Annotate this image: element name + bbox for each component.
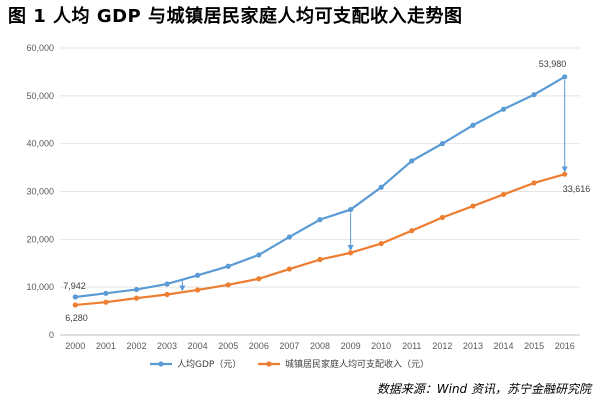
data-point-income [531,180,537,186]
data-point-gdp [409,158,415,164]
data-point-gdp [133,286,140,293]
x-tick-label: 2005 [218,341,238,351]
y-tick-label: 40,000 [26,139,54,149]
x-tick-label: 2004 [188,341,208,351]
data-point-income [500,191,507,198]
data-point-gdp [72,294,78,300]
x-tick-label: 2008 [310,341,330,351]
x-tick-label: 2015 [524,341,544,351]
data-point-income [347,250,354,256]
y-tick-label: 10,000 [26,282,54,292]
data-point-gdp [470,122,476,128]
data-point-gdp [164,281,170,287]
data-point-gdp [225,263,231,269]
data-point-gdp [378,184,384,190]
x-tick-label: 2006 [249,341,269,351]
x-tick-label: 2010 [371,341,391,351]
data-label-income-end: 33,616 [563,184,591,194]
x-tick-label: 2003 [157,341,177,351]
data-point-income [133,295,140,301]
data-point-gdp [256,252,262,258]
data-point-income [103,299,109,305]
x-tick-label: 2001 [96,341,116,351]
x-tick-label: 2014 [494,341,514,351]
data-label-gdp-end: 53,980 [539,59,567,69]
data-point-income [164,291,170,298]
x-tick-label: 2007 [279,341,299,351]
data-label-income-start: 6,280 [65,313,88,323]
data-point-income [72,302,78,308]
y-tick-label: 50,000 [26,91,54,101]
data-point-gdp [500,106,507,112]
data-point-gdp [103,290,109,296]
data-point-income [286,266,293,272]
legend-label-income: 城镇居民家庭人均可支配收入（元） [285,358,429,370]
data-point-income [562,171,568,177]
legend-marker-gdp [158,361,164,367]
data-point-income [256,276,262,282]
data-label-gdp-start: 7,942 [63,281,86,291]
legend-label-gdp: 人均GDP（元） [177,358,241,370]
data-point-income [195,287,201,293]
data-point-gdp [439,141,445,147]
chart-title: 图 1 人均 GDP 与城镇居民家庭人均可支配收入走势图 [8,6,463,27]
data-point-gdp [562,74,568,80]
y-tick-label: 60,000 [26,43,54,53]
x-tick-label: 2002 [126,341,146,351]
data-point-gdp [347,206,354,213]
data-point-income [317,256,323,263]
y-tick-label: 0 [49,330,54,340]
data-point-income [470,203,476,209]
legend-marker-income [266,361,272,367]
data-point-gdp [195,272,201,278]
data-source: 数据来源：Wind 资讯，苏宁金融研究院 [376,382,591,396]
y-tick-label: 30,000 [26,187,54,197]
data-point-income [409,228,415,234]
x-tick-label: 2016 [555,341,575,351]
data-point-income [378,240,384,247]
data-point-income [439,214,445,221]
data-point-gdp [531,92,537,98]
data-point-gdp [286,234,293,240]
series-line-gdp [75,75,566,299]
x-tick-label: 2011 [402,341,421,351]
x-tick-label: 2013 [463,341,483,351]
data-point-income [225,282,231,288]
data-point-gdp [317,217,323,223]
x-tick-label: 2009 [341,341,361,351]
y-tick-label: 20,000 [26,234,54,244]
x-tick-label: 2000 [65,341,85,351]
x-tick-label: 2012 [432,341,452,351]
